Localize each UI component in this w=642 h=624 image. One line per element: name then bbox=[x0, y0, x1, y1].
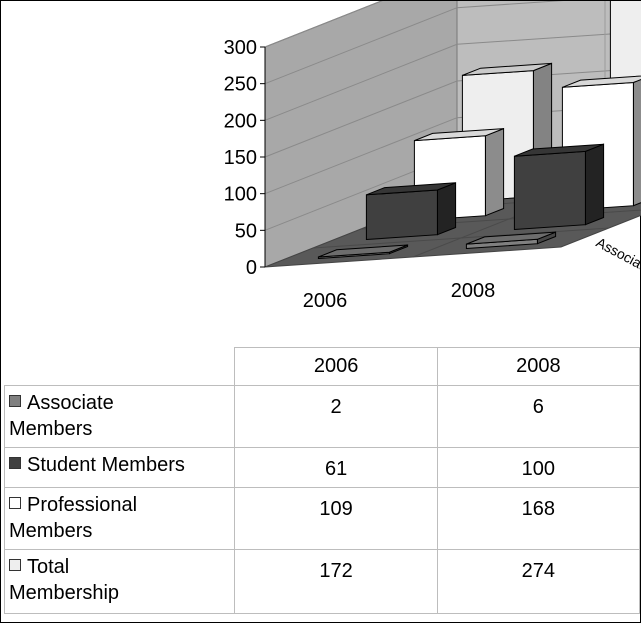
gridline bbox=[264, 1, 383, 48]
data-table-header-row: 2006 2008 bbox=[3, 347, 641, 386]
row-label-line: Membership bbox=[9, 582, 120, 604]
row-label-total: Total Membership bbox=[3, 549, 236, 614]
data-table-row-professional: Professional Members 109 168 bbox=[3, 487, 641, 550]
y-tick-label: 50 bbox=[235, 220, 257, 242]
bar-front bbox=[513, 150, 586, 231]
gridline bbox=[264, 68, 641, 158]
y-tick-label: 150 bbox=[224, 147, 257, 169]
legend-swatch-professional bbox=[9, 497, 21, 509]
gridline bbox=[264, 31, 641, 121]
data-table-row-associate: Associate Members 2 6 bbox=[3, 385, 641, 448]
legend-swatch-student bbox=[9, 457, 21, 469]
chart-bars bbox=[317, 1, 641, 260]
bar-top bbox=[462, 62, 552, 76]
bar-side bbox=[484, 127, 505, 217]
y-tick-label: 100 bbox=[224, 184, 257, 206]
row-label-line: Total bbox=[27, 556, 70, 578]
x-tick-label: 2006 bbox=[303, 290, 348, 312]
bar-top bbox=[366, 182, 456, 196]
row-label-line: Professional bbox=[27, 494, 138, 516]
row-label-professional: Professional Members bbox=[3, 487, 236, 550]
row-label-line: Associate bbox=[27, 392, 114, 414]
data-table-cell: 109 bbox=[234, 487, 438, 550]
data-table-cell: 168 bbox=[436, 487, 641, 550]
data-table-cell: 61 bbox=[234, 447, 438, 488]
row-label-line: Student Members bbox=[27, 454, 185, 476]
y-tick-label: 250 bbox=[224, 74, 257, 96]
data-table-row-student: Student Members 61 100 bbox=[3, 447, 641, 488]
y-tick-label: 300 bbox=[224, 37, 257, 59]
bar-top bbox=[514, 143, 604, 157]
data-table: 2006 2008 Associate Members 2 6 Student M… bbox=[3, 347, 641, 614]
bar-front bbox=[365, 189, 438, 241]
bar-top bbox=[562, 75, 641, 88]
y-axis-tick-labels: 0 50 100 150 200 250 300 bbox=[224, 37, 266, 279]
data-table-corner bbox=[3, 347, 236, 386]
bar-side bbox=[632, 78, 641, 207]
row-label-student: Student Members bbox=[3, 447, 236, 488]
data-table-cell: 172 bbox=[234, 549, 438, 614]
y-tick-label: 0 bbox=[246, 257, 257, 279]
row-label-associate: Associate Members bbox=[3, 385, 236, 448]
data-table-header-2008: 2008 bbox=[436, 347, 641, 386]
data-table-cell: 2 bbox=[234, 385, 438, 448]
bar-student-members-2008 bbox=[513, 143, 605, 231]
x-axis-tick-labels: 2006 2008 bbox=[303, 280, 496, 312]
bar-associate-members-2006 bbox=[317, 244, 409, 260]
bar-side bbox=[584, 143, 605, 226]
bar-top bbox=[318, 244, 408, 258]
data-table-header-2006: 2006 bbox=[234, 347, 438, 386]
row-label-line: Members bbox=[9, 520, 93, 542]
series-label: Associate Members bbox=[594, 234, 641, 306]
x-tick-label: 2008 bbox=[451, 280, 496, 302]
bar-associate-members-2008 bbox=[465, 231, 557, 250]
legend-swatch-associate bbox=[9, 395, 21, 407]
gridline bbox=[264, 104, 641, 195]
legend-swatch-total bbox=[9, 559, 21, 571]
data-table-cell: 100 bbox=[436, 447, 641, 488]
row-label-line: Members bbox=[9, 418, 93, 440]
bar-top bbox=[414, 128, 504, 142]
bar-top bbox=[466, 231, 556, 245]
y-tick-label: 200 bbox=[224, 110, 257, 132]
bar-side bbox=[436, 182, 457, 236]
data-table-cell: 6 bbox=[436, 385, 641, 448]
gridline bbox=[264, 1, 564, 85]
bar-student-members-2006 bbox=[365, 182, 457, 241]
data-table-cell: 274 bbox=[436, 549, 641, 614]
data-table-row-total: Total Membership 172 274 bbox=[3, 549, 641, 614]
